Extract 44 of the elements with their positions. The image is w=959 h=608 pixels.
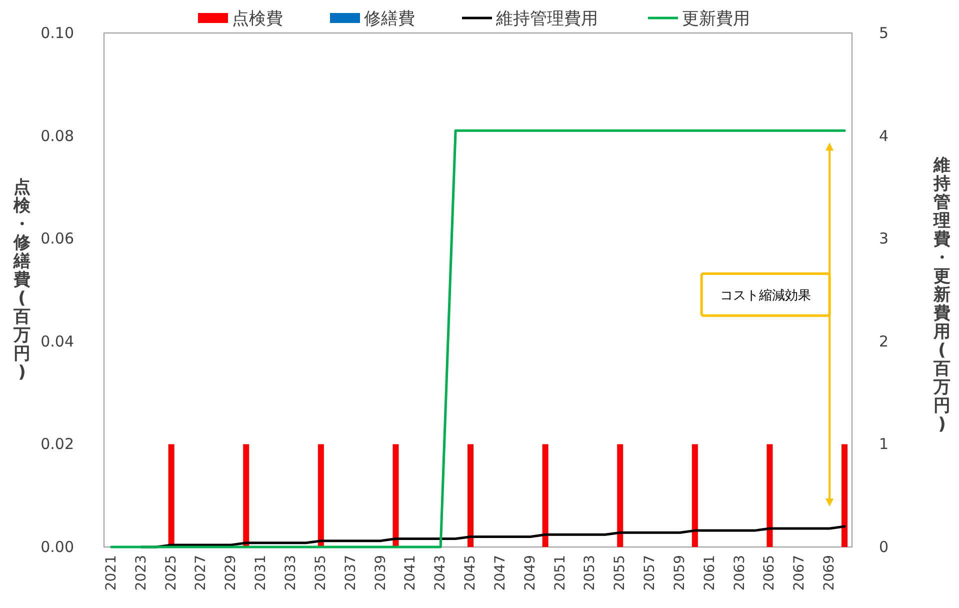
- x-tick-label: 2021: [103, 555, 120, 591]
- x-tick-label: 2025: [163, 555, 180, 591]
- x-tick-label: 2057: [642, 555, 658, 591]
- y-tick-label: 0.00: [40, 538, 74, 556]
- legend-label: 点検費: [232, 9, 283, 29]
- x-tick-label: 2031: [253, 555, 270, 591]
- y-tick-label: 0.08: [40, 126, 74, 145]
- y-tick-label: 0.04: [40, 332, 74, 350]
- legend-label: 修繕費: [364, 9, 415, 29]
- x-tick-label: 2059: [672, 555, 688, 591]
- y-tick-label: 0.02: [40, 435, 74, 454]
- x-tick-label: 2067: [792, 555, 808, 591]
- x-tick-label: 2055: [612, 555, 628, 591]
- y2-tick-label: 1: [879, 435, 889, 454]
- text: 点検・修繕費(百万円): [14, 178, 30, 382]
- y2-tick-label: 5: [879, 24, 889, 42]
- x-tick-label: 2033: [283, 555, 299, 591]
- x-tick-label: 2069: [822, 555, 838, 591]
- x-tick-label: 2053: [582, 555, 598, 591]
- x-tick-label: 2027: [193, 555, 210, 591]
- y2-tick-label: 2: [879, 332, 889, 350]
- x-tick-label: 2037: [342, 555, 359, 591]
- x-tick-label: 2063: [732, 555, 748, 591]
- y-tick-label: 0.10: [40, 24, 74, 42]
- legend-label: 更新費用: [682, 9, 750, 29]
- y-tick-label: 0.06: [40, 230, 74, 248]
- x-tick-label: 2041: [402, 555, 419, 591]
- x-tick-label: 2029: [223, 555, 240, 591]
- x-tick-label: 2065: [762, 555, 778, 591]
- y2-tick-label: 3: [879, 230, 889, 248]
- x-tick-label: 2023: [133, 555, 150, 591]
- x-tick-label: 2035: [312, 555, 329, 591]
- x-tick-label: 2043: [432, 555, 449, 591]
- x-tick-label: 2051: [552, 555, 568, 591]
- legend-label: 維持管理費用: [495, 9, 598, 29]
- x-tick-label: 2039: [372, 555, 389, 591]
- x-tick-label: 2047: [492, 555, 508, 591]
- text: 維持管理費・更新費用(百万円): [934, 156, 950, 434]
- x-tick-label: 2061: [702, 555, 718, 591]
- y2-tick-label: 4: [879, 126, 889, 145]
- annotation: コスト縮減効果: [720, 288, 812, 304]
- x-tick-label: 2049: [522, 555, 538, 591]
- x-tick-label: 2045: [462, 555, 479, 591]
- y2-tick-label: 0: [879, 538, 889, 556]
